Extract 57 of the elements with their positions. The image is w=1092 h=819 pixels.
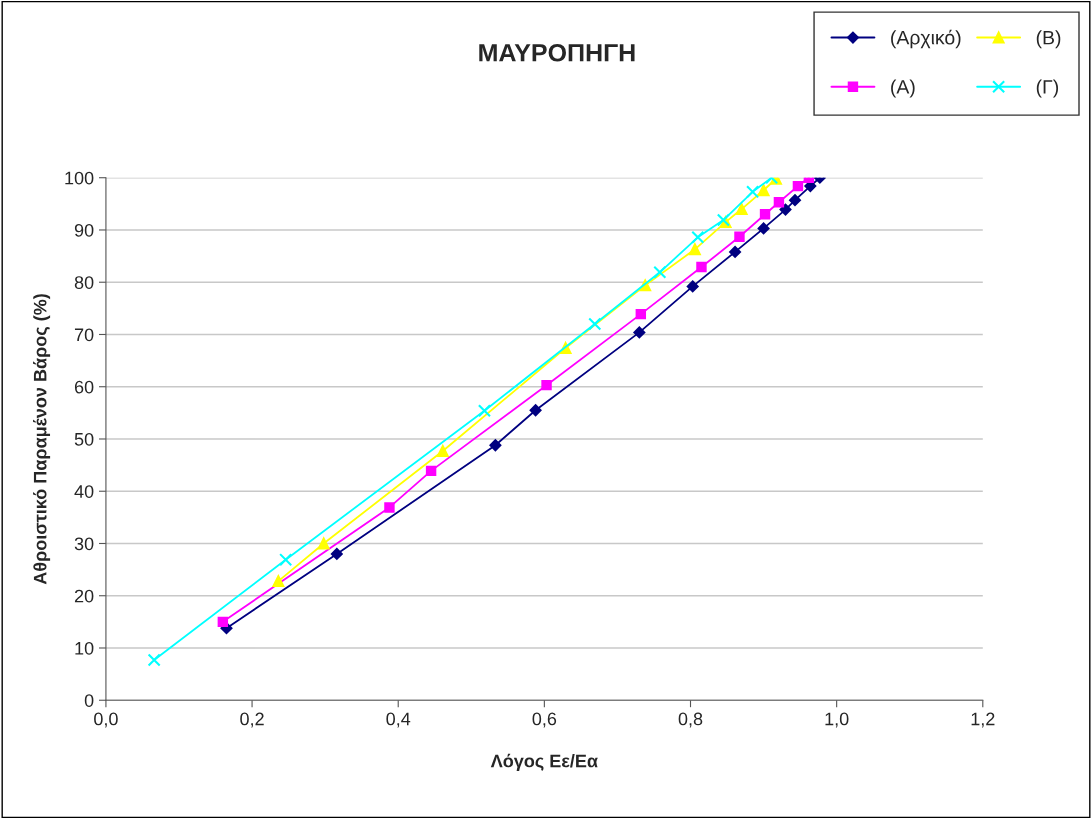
y-tick-label: 0 (84, 694, 94, 707)
point (789, 194, 801, 207)
point (746, 185, 760, 199)
point (588, 317, 602, 331)
point (757, 184, 770, 197)
point (425, 465, 437, 477)
point (317, 537, 330, 550)
point (635, 308, 647, 320)
x-tick-label: 1,0 (825, 712, 849, 728)
point (330, 547, 343, 560)
point (279, 553, 293, 567)
point (653, 265, 667, 279)
point (489, 439, 502, 452)
chart-title: ΜΑΥΡΟΠΗΓΗ (479, 43, 635, 62)
x-axis-title: Λόγος Εε/Εα (490, 753, 598, 771)
point (759, 209, 771, 220)
point (696, 261, 707, 273)
point (272, 575, 285, 588)
x-tick-label: 0,4 (386, 712, 411, 728)
legend-label: (Αρχικό) (891, 29, 961, 49)
point (541, 379, 552, 391)
point (633, 326, 646, 339)
point (384, 502, 395, 513)
y-tick-label: 50 (74, 432, 94, 446)
y-axis-title: Αθροιστικό Παραμένον Βάρος (%) (33, 294, 51, 585)
y-tick-label: 10 (75, 641, 94, 655)
y-tick-label: 20 (74, 589, 94, 603)
point (757, 222, 770, 235)
x-tick-label: 0,8 (678, 712, 703, 728)
point (147, 653, 161, 667)
y-tick-label: 30 (74, 537, 94, 551)
point (792, 180, 804, 192)
y-tick-label: 60 (74, 380, 94, 394)
y-tick-label: 80 (74, 276, 94, 289)
point (779, 203, 792, 216)
point (688, 243, 701, 256)
y-tick-label: 90 (74, 223, 94, 237)
point (529, 404, 542, 417)
x-tick-label: 0,6 (532, 712, 557, 728)
legend-label: (Γ) (1036, 79, 1059, 98)
point (734, 231, 745, 242)
legend-label: (Β) (1036, 30, 1061, 49)
point (477, 404, 492, 418)
y-tick-label: 70 (74, 328, 94, 342)
point (735, 203, 748, 215)
legend-label: (Α) (891, 79, 915, 98)
point (217, 616, 229, 628)
point (773, 197, 785, 208)
x-tick-label: 0,0 (94, 712, 118, 728)
point (436, 445, 449, 457)
x-tick-label: 0,2 (240, 712, 264, 728)
y-tick-label: 40 (74, 485, 94, 498)
point (691, 230, 705, 244)
y-tick-label: 100 (65, 171, 94, 185)
x-tick-label: 1,2 (971, 712, 995, 728)
point (729, 245, 742, 258)
point (686, 280, 699, 293)
